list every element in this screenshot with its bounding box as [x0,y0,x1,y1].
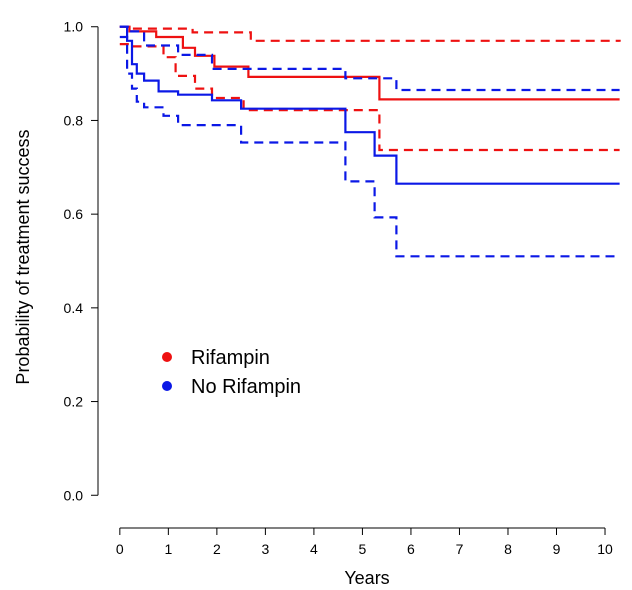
x-tick-label: 2 [213,541,221,557]
series-line-0 [119,25,620,101]
legend-label-no-rifampin: No Rifampin [191,376,301,398]
series-line-1 [119,43,620,152]
series-line-2 [119,25,621,42]
y-tick-label: 0.4 [64,300,84,316]
x-tick-label: 4 [310,541,318,557]
x-tick-label: 5 [359,541,367,557]
x-tick-label: 3 [261,541,269,557]
series-line-5 [119,25,620,92]
legend-item-no-rifampin: No Rifampin [162,376,301,398]
y-tick-label: 0.0 [64,487,84,503]
x-tick-label: 9 [553,541,561,557]
legend-item-rifampin: Rifampin [162,347,270,369]
legend-marker-rifampin [162,352,172,362]
plot-lines [119,25,621,258]
x-tick-label: 8 [504,541,512,557]
y-axis: 0.0 0.2 0.4 0.6 0.8 1.0 [64,19,99,503]
x-tick-label: 7 [456,541,464,557]
legend-marker-no-rifampin [162,381,172,391]
series-line-4 [119,35,620,258]
legend: Rifampin No Rifampin [162,347,301,398]
x-tick-label: 6 [407,541,415,557]
x-axis: 0 1 2 3 4 5 6 7 8 9 10 [116,527,613,557]
x-tick-label: 0 [116,541,124,557]
y-tick-label: 0.6 [64,206,84,222]
x-tick-label: 1 [164,541,172,557]
x-axis-title: Years [344,568,389,588]
y-tick-label: 1.0 [64,19,84,35]
y-tick-label: 0.2 [64,394,84,410]
y-tick-label: 0.8 [64,112,84,128]
series-line-3 [119,25,620,185]
x-tick-label: 10 [597,541,613,557]
y-axis-title: Probability of treatment success [13,129,33,384]
legend-label-rifampin: Rifampin [191,347,270,369]
